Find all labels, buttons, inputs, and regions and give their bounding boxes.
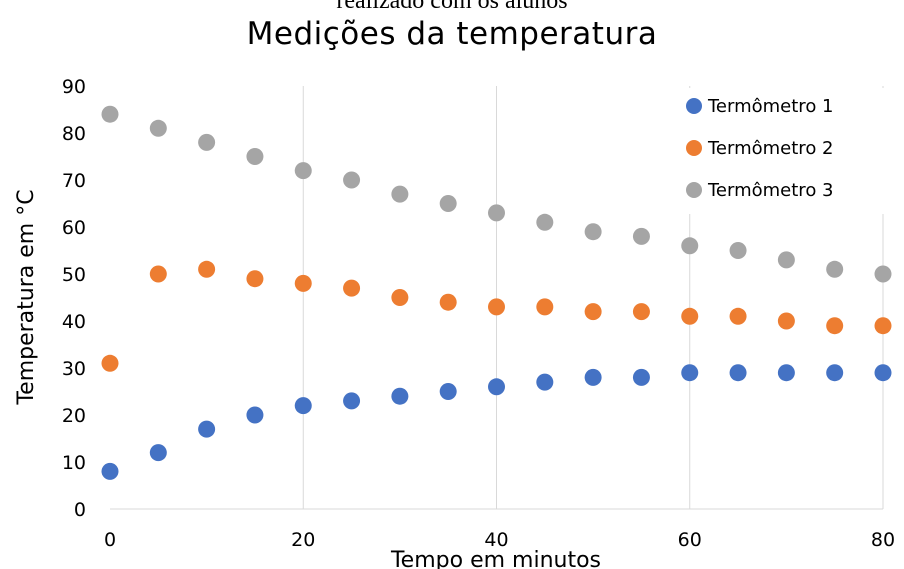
figure-caption: realizado com os alunos <box>336 0 568 14</box>
x-tick-label: 40 <box>484 529 508 551</box>
data-point-series-3 <box>149 119 167 137</box>
data-point-series-1 <box>681 364 699 382</box>
y-tick-label: 30 <box>62 358 86 380</box>
legend-box <box>676 88 886 214</box>
x-axis-title: Tempo em minutos <box>390 548 601 569</box>
data-point-series-3 <box>439 195 457 212</box>
data-point-series-3 <box>294 162 312 180</box>
data-point-series-1 <box>488 378 505 396</box>
data-point-series-2 <box>777 312 795 330</box>
data-point-series-2 <box>488 298 505 316</box>
data-point-series-1 <box>391 387 409 405</box>
data-point-series-2 <box>826 317 844 335</box>
legend-marker <box>686 98 702 114</box>
data-point-series-2 <box>632 303 650 321</box>
chart-title: Medições da temperatura <box>246 16 658 52</box>
data-point-series-3 <box>343 171 361 189</box>
data-point-series-1 <box>826 364 844 382</box>
data-point-series-3 <box>729 242 747 259</box>
data-point-series-3 <box>874 265 892 283</box>
x-tick-label: 80 <box>871 529 895 551</box>
data-point-series-2 <box>681 307 699 325</box>
x-axis-ticks: 0 20 40 60 80 <box>104 529 895 551</box>
legend-label: Termômetro 1 <box>707 96 834 117</box>
y-tick-label: 0 <box>74 499 86 521</box>
data-point-series-3 <box>632 227 650 245</box>
y-tick-label: 80 <box>62 123 86 145</box>
data-point-series-3 <box>198 133 216 151</box>
y-tick-label: 20 <box>62 405 86 427</box>
y-tick-label: 50 <box>62 264 86 286</box>
legend-label: Termômetro 2 <box>707 138 834 159</box>
data-point-series-1 <box>294 397 312 415</box>
data-point-series-1 <box>198 420 216 438</box>
data-point-series-2 <box>439 293 457 311</box>
data-point-series-2 <box>343 279 361 297</box>
data-point-series-3 <box>826 260 844 278</box>
data-point-series-3 <box>584 223 602 241</box>
y-tick-label: 90 <box>62 76 86 98</box>
y-tick-label: 40 <box>62 311 86 333</box>
x-tick-label: 60 <box>678 529 702 551</box>
data-point-series-1 <box>584 368 602 386</box>
data-point-series-3 <box>101 105 119 123</box>
data-point-series-2 <box>584 303 602 321</box>
y-axis-ticks: 0 10 20 30 40 50 60 70 80 90 <box>62 76 86 521</box>
data-point-series-1 <box>632 368 650 386</box>
data-point-series-1 <box>149 444 167 462</box>
x-tick-label: 0 <box>104 529 116 551</box>
data-point-series-2 <box>198 260 216 278</box>
data-point-series-2 <box>874 317 892 335</box>
y-tick-label: 70 <box>62 170 86 192</box>
data-point-series-3 <box>391 185 409 203</box>
data-point-series-2 <box>101 354 119 372</box>
data-point-series-2 <box>391 289 409 306</box>
y-tick-label: 10 <box>62 452 86 474</box>
data-point-series-2 <box>729 307 747 325</box>
legend-marker <box>686 182 702 198</box>
data-point-series-1 <box>874 364 892 382</box>
data-point-series-1 <box>536 373 554 391</box>
data-point-series-1 <box>729 364 747 382</box>
gridlines <box>110 86 884 510</box>
data-point-series-2 <box>536 298 554 316</box>
y-tick-label: 60 <box>62 217 86 239</box>
data-point-series-1 <box>343 392 361 410</box>
data-point-series-2 <box>294 274 312 292</box>
data-point-series-3 <box>246 148 264 165</box>
data-point-series-1 <box>101 462 119 480</box>
legend-label: Termômetro 3 <box>707 180 834 201</box>
data-point-series-1 <box>439 383 457 400</box>
data-point-series-3 <box>488 204 505 222</box>
y-axis-title: Temperatura em °C <box>14 189 39 405</box>
data-point-series-1 <box>246 406 264 424</box>
data-point-series-2 <box>149 265 167 283</box>
data-point-series-3 <box>536 213 554 231</box>
data-point-series-3 <box>777 251 795 269</box>
data-point-series-3 <box>681 237 699 255</box>
data-point-series-1 <box>777 364 795 382</box>
data-point-series-2 <box>246 270 264 288</box>
data-points <box>101 105 892 480</box>
legend-marker <box>686 140 702 156</box>
legend: Termômetro 1 Termômetro 2 Termômetro 3 <box>676 88 886 214</box>
x-tick-label: 20 <box>291 529 315 551</box>
